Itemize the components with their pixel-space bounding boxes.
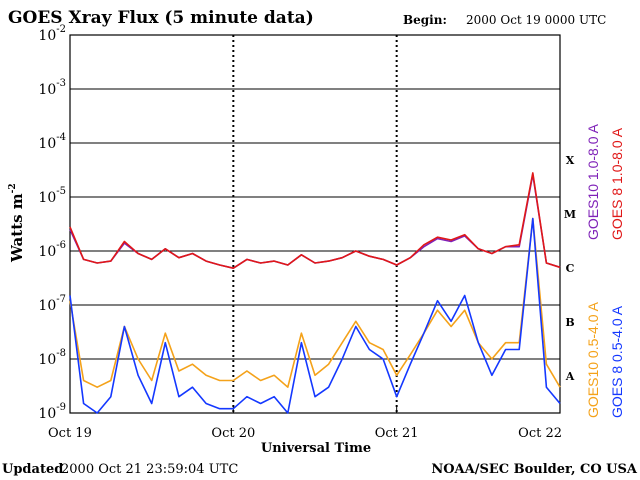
series-goes8-long bbox=[69, 172, 561, 270]
y-tick-label: 10-6 bbox=[38, 240, 66, 260]
updated-value: 2000 Oct 21 23:59:04 UTC bbox=[61, 462, 238, 477]
flare-class-c: C bbox=[566, 262, 575, 275]
legend-goes10-long: GOES10 1.0-8.0 A bbox=[585, 123, 601, 240]
x-tick-label: Oct 21 bbox=[375, 426, 419, 441]
y-axis-title: Watts m-2 bbox=[8, 183, 26, 263]
credit-text: NOAA/SEC Boulder, CO USA bbox=[431, 462, 638, 477]
flare-class-m: M bbox=[564, 208, 576, 221]
flare-class-b: B bbox=[565, 316, 574, 329]
chart-title: GOES Xray Flux (5 minute data) bbox=[8, 8, 314, 28]
x-tick-label: Oct 22 bbox=[518, 426, 562, 441]
legend-goes8-short: GOES 8 0.5-4.0 A bbox=[609, 305, 625, 418]
x-axis-ticks: Oct 19 Oct 20 Oct 21 Oct 22 bbox=[48, 407, 562, 441]
series-lines bbox=[69, 172, 561, 414]
grid-lines bbox=[70, 35, 560, 413]
flare-class-a: A bbox=[565, 370, 575, 383]
y-axis-ticks: 10-2 10-3 10-4 10-5 10-6 10-7 10-8 10-9 bbox=[38, 24, 560, 422]
y-tick-label: 10-7 bbox=[38, 294, 66, 314]
updated-label: Updated bbox=[2, 462, 63, 477]
legend-goes8-long: GOES 8 1.0-8.0 A bbox=[609, 127, 625, 240]
y-axis-title-text: Watts m bbox=[8, 193, 26, 263]
y-tick-label: 10-9 bbox=[38, 402, 66, 422]
y-tick-label: 10-3 bbox=[38, 78, 66, 98]
y-tick-label: 10-5 bbox=[38, 186, 66, 206]
flare-class-labels: X M C B A bbox=[564, 154, 576, 383]
flare-class-x: X bbox=[566, 154, 575, 167]
x-tick-label: Oct 19 bbox=[48, 426, 92, 441]
x-tick-label: Oct 20 bbox=[211, 426, 255, 441]
plot-frame bbox=[69, 34, 561, 414]
begin-value: 2000 Oct 19 0000 UTC bbox=[466, 13, 606, 27]
begin-label: Begin: bbox=[403, 13, 447, 27]
series-goes10-long bbox=[69, 173, 561, 270]
series-goes8-short bbox=[69, 217, 561, 414]
y-tick-label: 10-8 bbox=[38, 348, 66, 368]
y-axis-title-exp: -2 bbox=[8, 183, 18, 193]
y-tick-label: 10-4 bbox=[38, 132, 66, 152]
legend-goes10-short: GOES10 0.5-4.0 A bbox=[585, 301, 601, 418]
x-axis-title: Universal Time bbox=[261, 441, 371, 456]
y-tick-label: 10-2 bbox=[38, 24, 66, 44]
